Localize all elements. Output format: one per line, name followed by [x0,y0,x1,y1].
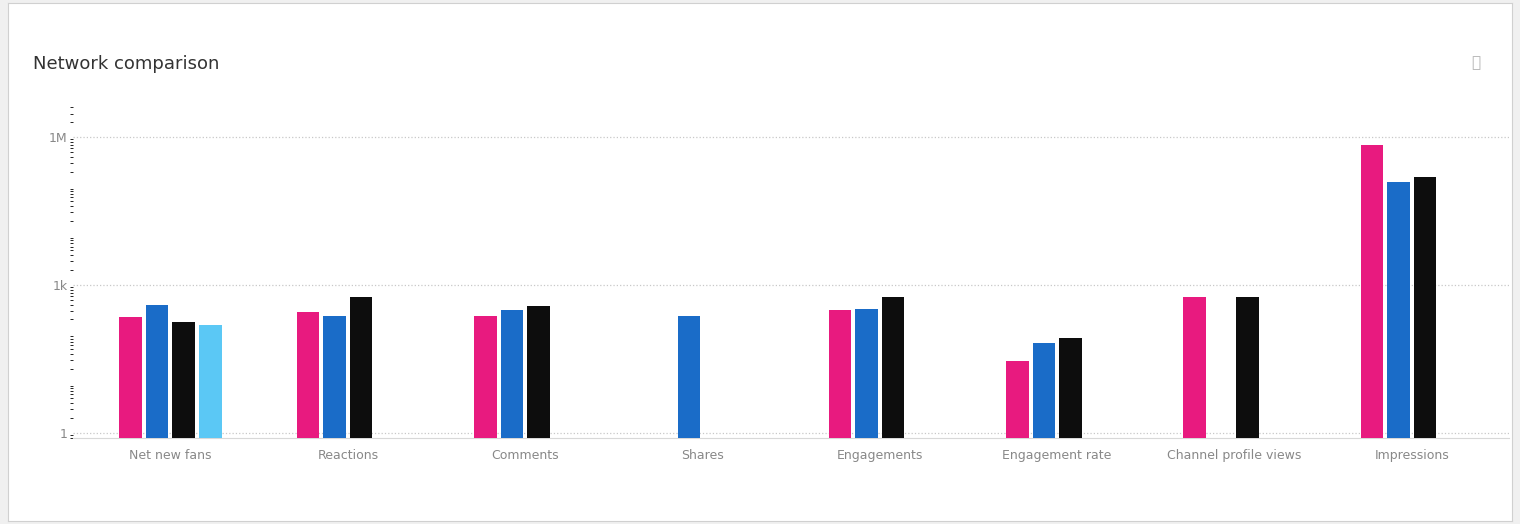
Bar [119,318,141,524]
Bar [856,309,879,524]
Bar [828,310,851,524]
Bar [172,322,195,524]
Bar [296,312,319,524]
Bar [1032,343,1055,524]
Text: Network comparison: Network comparison [33,55,220,73]
Bar [1360,145,1383,524]
Bar [678,316,701,524]
Bar [500,310,523,524]
Bar [199,325,222,524]
Text: ⓘ: ⓘ [1471,55,1480,70]
Bar [350,297,372,524]
Bar [527,306,550,524]
Bar [1006,362,1029,524]
Bar [324,316,347,524]
Bar [474,316,497,524]
Bar [1059,337,1082,524]
Bar [1414,177,1436,524]
Bar [146,304,169,524]
Bar [1183,297,1205,524]
Bar [1236,297,1259,524]
Bar [1388,182,1411,524]
Bar [882,297,904,524]
